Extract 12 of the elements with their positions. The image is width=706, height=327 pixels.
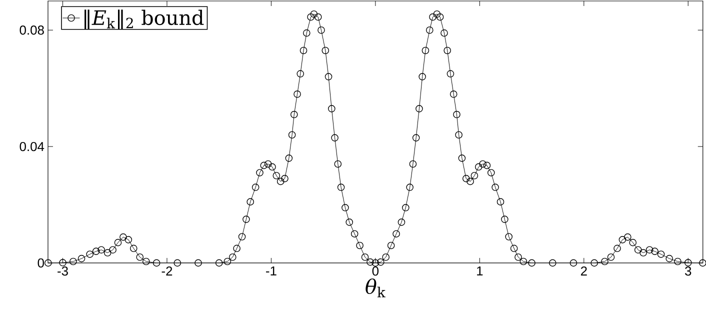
x-tick-label: 1 bbox=[477, 266, 483, 276]
x-tick-label: -1 bbox=[266, 266, 276, 276]
x-tick-label: -2 bbox=[162, 266, 172, 276]
x-tick-label: 2 bbox=[580, 266, 587, 276]
x-axis-title: θ$_{k}$ bbox=[366, 278, 386, 298]
x-tick-label: 0 bbox=[372, 266, 379, 276]
x-tick-label: 3 bbox=[685, 266, 692, 276]
y-tick-label: 0.04 bbox=[20, 142, 44, 152]
y-tick-label: 0 bbox=[38, 258, 44, 268]
y-tick-label: 0.08 bbox=[20, 26, 44, 35]
x-tick-label: -3 bbox=[58, 266, 68, 276]
legend-label: ‖E$_{k}$‖$_{2}$ bound bbox=[84, 10, 204, 30]
